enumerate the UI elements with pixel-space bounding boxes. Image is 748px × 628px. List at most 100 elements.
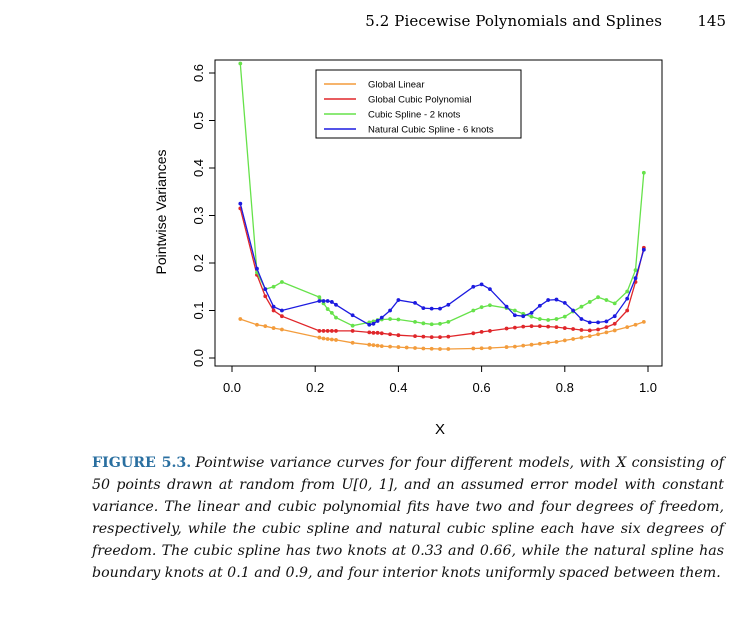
data-point: [438, 321, 442, 326]
data-point: [255, 322, 259, 327]
data-point: [546, 324, 551, 329]
variance-chart: 0.0 0.2 0.4 0.6 0.8 1.00.00.10.20.30.40.50.6 …: [153, 59, 663, 438]
data-point: [271, 308, 276, 313]
data-point: [446, 347, 451, 351]
data-point: [479, 305, 484, 310]
data-point: [388, 308, 392, 313]
data-point: [587, 320, 592, 325]
data-point: [334, 329, 338, 333]
data-point: [546, 298, 551, 302]
data-point: [334, 338, 338, 342]
y-tick-label: 0.2: [191, 254, 206, 272]
series-2: [238, 206, 646, 339]
data-point: [579, 335, 584, 340]
data-point: [488, 346, 492, 350]
data-point: [379, 315, 384, 320]
data-point: [238, 201, 243, 206]
data-point: [438, 335, 442, 339]
y-tick-label: 0.6: [191, 64, 206, 82]
data-point: [488, 287, 492, 292]
data-point: [537, 303, 542, 308]
data-point: [375, 343, 380, 348]
data-point: [512, 308, 517, 313]
data-point: [554, 325, 559, 330]
data-point: [571, 327, 576, 331]
data-point: [325, 299, 330, 303]
data-point: [529, 342, 534, 347]
series-layer: [238, 61, 646, 351]
figure-caption: FIGURE 5.3. Pointwise variance curves for…: [92, 452, 724, 584]
data-point: [375, 319, 380, 323]
data-point: [529, 314, 534, 319]
data-point: [612, 321, 617, 326]
data-point: [413, 334, 417, 339]
data-point: [280, 308, 284, 313]
data-point: [471, 308, 476, 313]
data-point: [329, 310, 334, 315]
data-point: [329, 300, 334, 304]
plot-frame: [214, 59, 663, 367]
y-axis-label: Pointwise Variances: [153, 149, 169, 274]
data-point: [579, 328, 584, 332]
data-point: [371, 330, 376, 335]
x-tick-label: 0.2: [306, 380, 324, 395]
data-point: [633, 276, 638, 281]
series-line: [239, 208, 645, 338]
data-point: [280, 280, 284, 284]
data-point: [604, 298, 609, 302]
x-axis-label: X: [435, 421, 445, 438]
data-point: [367, 330, 372, 335]
data-point: [537, 317, 542, 321]
data-point: [388, 344, 392, 349]
running-head: 5.2 Piecewise Polynomials and Splines 14…: [0, 12, 748, 36]
series-3: [238, 61, 646, 328]
data-point: [321, 329, 326, 333]
data-point: [562, 326, 567, 330]
data-point: [521, 343, 526, 348]
data-point: [471, 284, 476, 289]
data-point: [641, 320, 646, 324]
data-point: [263, 324, 268, 329]
data-point: [587, 300, 592, 304]
page-number: 145: [697, 12, 726, 30]
data-point: [396, 317, 401, 322]
legend-label: Cubic Spline - 2 knots: [368, 110, 461, 121]
data-point: [604, 330, 609, 335]
data-point: [334, 302, 338, 307]
data-point: [280, 327, 284, 332]
x-tick-label: 0.8: [556, 380, 574, 395]
y-tick-label: 0.5: [191, 111, 206, 129]
data-point: [562, 314, 567, 319]
data-point: [641, 170, 646, 175]
data-point: [438, 306, 442, 311]
data-point: [371, 321, 376, 326]
data-point: [421, 346, 426, 351]
data-point: [488, 329, 492, 333]
series-4: [238, 201, 646, 327]
data-point: [438, 347, 442, 351]
legend: Global Linear Global Cubic Polynomial Cubi…: [315, 69, 522, 139]
x-tick-label: 0.6: [473, 380, 491, 395]
data-point: [546, 340, 551, 345]
data-point: [641, 247, 646, 252]
x-tick-label: 0.0: [223, 380, 241, 395]
data-point: [633, 322, 638, 327]
x-tick-label: 0.4: [389, 380, 407, 395]
data-point: [625, 308, 630, 313]
data-point: [537, 341, 542, 346]
data-point: [596, 320, 600, 325]
data-point: [421, 306, 426, 311]
data-point: [512, 325, 517, 330]
data-point: [571, 308, 576, 313]
axes-layer: 0.0 0.2 0.4 0.6 0.8 1.0 0.0 0.1 0.2 0.3 0.4 0.5 0.6: [191, 59, 663, 395]
data-point: [375, 330, 380, 335]
data-point: [479, 282, 484, 287]
data-point: [413, 320, 417, 324]
data-point: [271, 304, 276, 309]
data-point: [321, 299, 326, 303]
data-point: [379, 344, 384, 349]
data-point: [504, 345, 509, 349]
data-point: [554, 317, 559, 321]
data-point: [329, 329, 334, 333]
data-point: [537, 324, 542, 329]
